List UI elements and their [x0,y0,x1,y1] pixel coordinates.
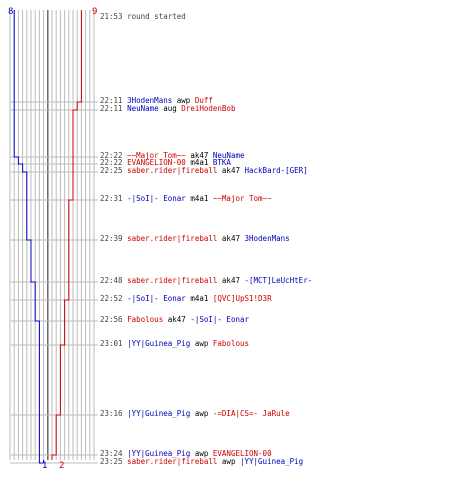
weapon-name: awp [194,339,209,348]
killer-name: saber.rider|fireball [127,457,218,466]
event-line: 23:24 |YY|Guinea_Pig awp EVANGELION-00 [100,450,272,458]
event-line: 23:25 saber.rider|fireball awp |YY|Guine… [100,458,303,466]
event-time: 22:11 [100,104,123,113]
victim-name: Duff [194,96,213,105]
bottom-blue-count-label: 1 [42,461,47,471]
event-line: 22:31 -|SoI|- Eonar m4a1 ~~Major Tom~~ [100,195,272,203]
killer-name: 3HodenMans [127,96,173,105]
event-time: 23:24 [100,449,123,458]
event-line: 22:11 3HodenMans awp Duff [100,97,213,105]
weapon-name: ak47 [221,234,240,243]
victim-name: HackBard-[GER] [244,166,308,175]
event-line: 22:56 Fabolous ak47 -|SoI|- Eonar [100,316,249,324]
killer-name: -|SoI|- Eonar [127,194,186,203]
killer-name: NeuName [127,104,159,113]
event-line: 22:22 ~~Major Tom~~ ak47 NeuName [100,152,245,160]
event-time: 22:48 [100,276,123,285]
victim-name: BTKA [212,158,231,167]
event-line: 23:01 |YY|Guinea_Pig awp Fabolous [100,340,249,348]
weapon-name: ak47 [221,276,240,285]
victim-name: [QVC]UpS1!D3R [212,294,272,303]
killer-name: -|SoI|- Eonar [127,294,186,303]
killer-name: saber.rider|fireball [127,276,218,285]
weapon-name: ak47 [190,151,209,160]
killer-name: ~~Major Tom~~ [127,151,186,160]
event-time: 23:25 [100,457,123,466]
weapon-name: awp [221,457,236,466]
event-time: 23:01 [100,339,123,348]
weapon-name: awp [194,449,209,458]
weapon-name: ak47 [221,166,240,175]
victim-name: 3HodenMans [244,234,290,243]
blue-team-alive-line [13,10,45,464]
victim-name: ~~Major Tom~~ [212,194,272,203]
event-time: 22:11 [100,96,123,105]
weapon-name: ak47 [167,315,186,324]
victim-name: -[MCT]LeUcHtEr- [244,276,313,285]
event-line: 22:25 saber.rider|fireball ak47 HackBard… [100,167,308,175]
event-text: round started [127,12,186,21]
event-line: 22:48 saber.rider|fireball ak47 -[MCT]Le… [100,277,312,285]
bottom-red-count-label: 2 [59,461,64,471]
weapon-name: awp [194,409,209,418]
event-time: 23:16 [100,409,123,418]
event-time: 22:56 [100,315,123,324]
killer-name: EVANGELION-00 [127,158,186,167]
event-time: 22:31 [100,194,123,203]
weapon-name: m4a1 [190,194,209,203]
event-line: 23:16 |YY|Guinea_Pig awp -=DIA|CS=- JaRu… [100,410,290,418]
event-time: 22:22 [100,151,123,160]
weapon-name: awp [176,96,191,105]
red-team-alive-line [51,10,82,460]
victim-name: -|SoI|- Eonar [190,315,250,324]
killer-name: Fabolous [127,315,164,324]
killer-name: |YY|Guinea_Pig [127,339,191,348]
event-line: 22:11 NeuName aug DreiHodenBob [100,105,235,113]
event-time: 22:22 [100,158,123,167]
event-time: 22:39 [100,234,123,243]
victim-name: |YY|Guinea_Pig [239,457,304,466]
killer-name: saber.rider|fireball [127,234,218,243]
victim-name: Fabolous [212,339,250,348]
victim-name: DreiHodenBob [181,104,236,113]
victim-name: NeuName [212,151,245,160]
event-time: 22:25 [100,166,123,175]
event-line: 21:53 round started [100,13,186,21]
victim-name: EVANGELION-00 [212,449,272,458]
weapon-name: aug [163,104,177,113]
killer-name: |YY|Guinea_Pig [127,409,191,418]
event-line: 22:52 -|SoI|- Eonar m4a1 [QVC]UpS1!D3R [100,295,272,303]
weapon-name: m4a1 [190,294,209,303]
top-left-count-label: 8 [8,7,13,17]
event-time: 21:53 [100,12,123,21]
top-right-count-label: 9 [92,7,97,17]
weapon-name: m4a1 [190,158,209,167]
killer-name: saber.rider|fireball [127,166,218,175]
event-time: 22:52 [100,294,123,303]
victim-name: -=DIA|CS=- JaRule [212,409,290,418]
event-line: 22:39 saber.rider|fireball ak47 3HodenMa… [100,235,290,243]
event-row-lines [10,101,98,464]
killer-name: |YY|Guinea_Pig [127,449,191,458]
event-line: 22:22 EVANGELION-00 m4a1 BTKA [100,159,231,167]
